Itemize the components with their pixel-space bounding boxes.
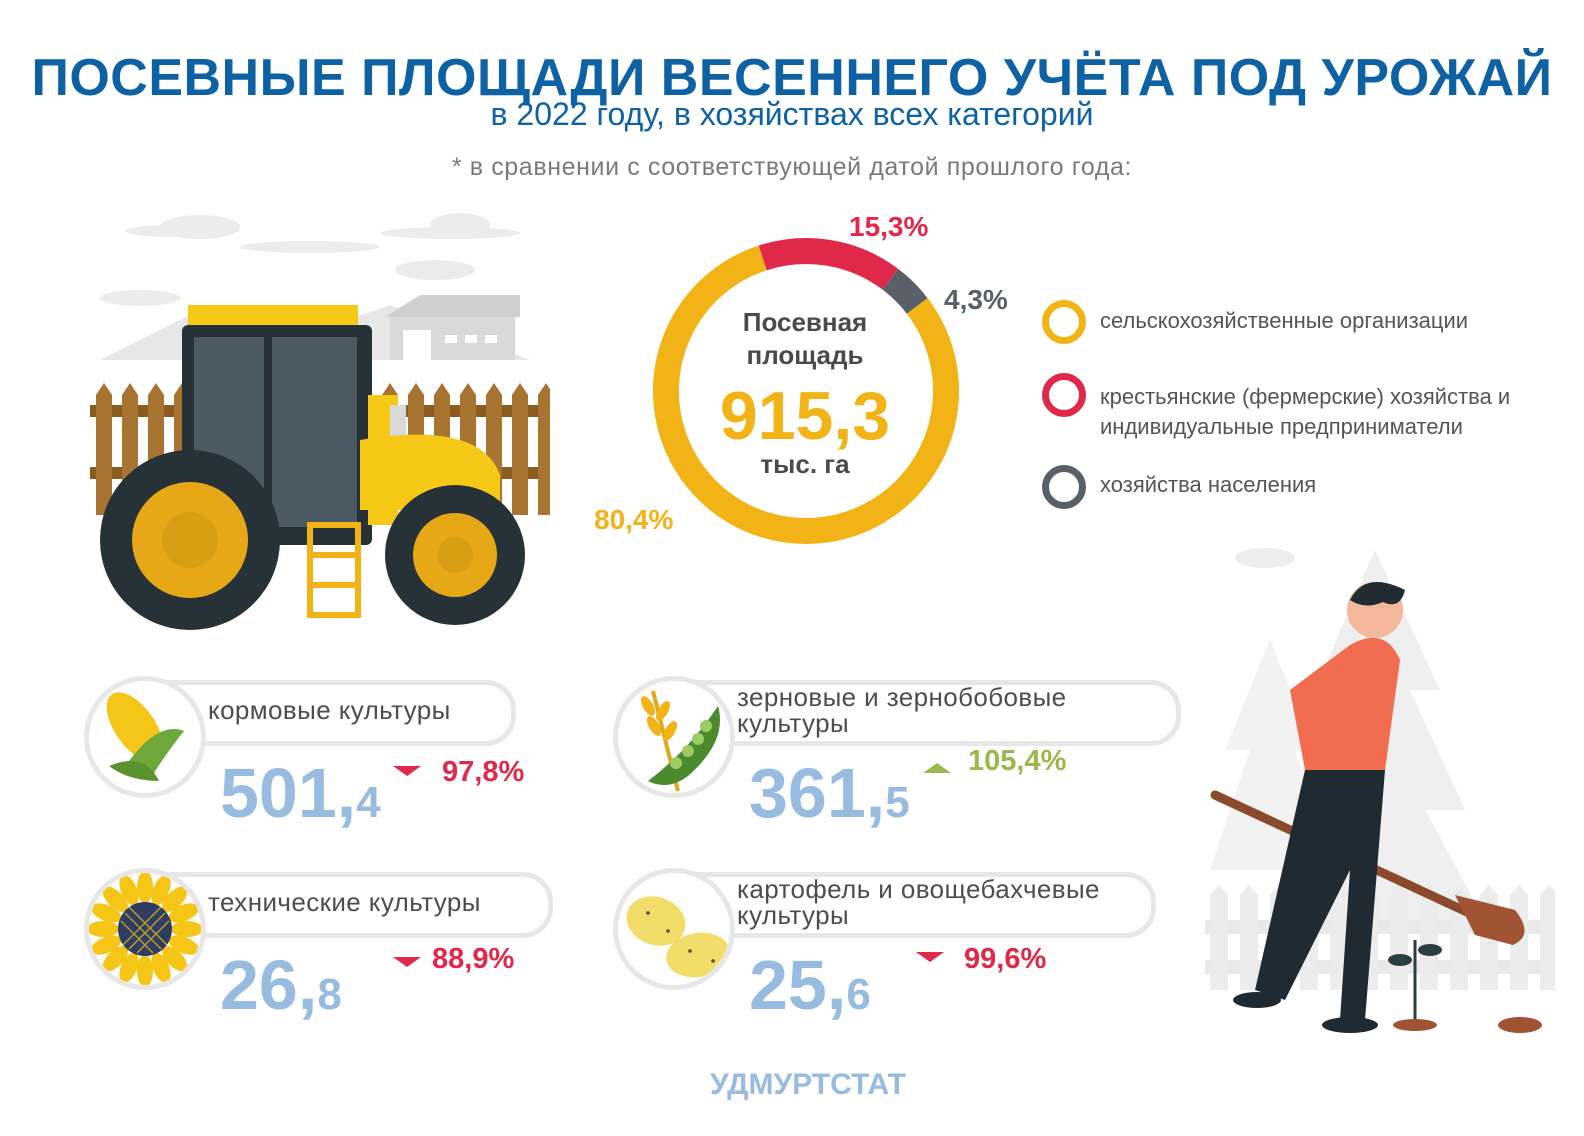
slice-label-organizations: 80,4% (594, 504, 674, 535)
corn-icon (84, 676, 206, 798)
total-unit: тыс. га (760, 449, 850, 479)
wheat-peas-icon (613, 676, 735, 798)
sunflower-icon (84, 868, 206, 990)
legend-marker-organizations (1042, 300, 1086, 344)
page-title: ПОСЕВНЫЕ ПЛОЩАДИ ВЕСЕННЕГО УЧЁТА ПОД УРО… (31, 49, 1553, 107)
crop-label-grain: зерновые и зернобобовые культуры (737, 682, 1067, 738)
page-subtitle: в 2022 году, в хозяйствах всех категорий (490, 96, 1094, 132)
gardener-illustration (1205, 548, 1555, 1033)
donut-slice-farms (758, 238, 899, 290)
legend-marker-households (1042, 465, 1086, 509)
crop-value-potato: 25,6 (749, 946, 871, 1024)
crop-card-grain (676, 680, 1181, 746)
crop-label-feed: кормовые культуры (208, 695, 451, 725)
crop-card-potato (676, 872, 1156, 938)
legend-label-farms: крестьянские (фермерские) хозяйства и ин… (1100, 384, 1511, 439)
crop-value-grain: 361,5 (749, 754, 910, 832)
slice-label-households: 4,3% (944, 284, 1008, 315)
trend-down-icon (916, 952, 944, 962)
trend-up-icon (923, 763, 951, 773)
slice-label-farms: 15,3% (849, 211, 929, 242)
tractor-illustration (90, 213, 550, 630)
legend-label-organizations: сельскохозяйственные организации (1100, 308, 1469, 333)
crop-card-feed (146, 680, 516, 746)
crop-change-potato: 99,6% (964, 943, 1047, 975)
crop-value-feed: 501,4 (220, 754, 381, 832)
crop-label-potato: картофель и овощебахчевые культуры (737, 874, 1100, 930)
legend-marker-farms (1042, 373, 1086, 417)
total-value: 915,3 (719, 378, 891, 454)
crop-change-feed: 97,8% (442, 756, 525, 788)
trend-down-icon (393, 766, 421, 776)
potato-icon (613, 868, 735, 990)
donut-slice-households (882, 268, 928, 315)
crop-change-industrial: 88,9% (432, 943, 515, 975)
donut-chart (653, 238, 959, 544)
crop-change-grain: 105,4% (968, 745, 1067, 777)
crop-label-industrial: технические культуры (208, 887, 481, 917)
comparison-note: * в сравнении с соответствующей датой пр… (451, 153, 1133, 181)
footer-agency: УДМУРТСТАТ (710, 1068, 906, 1101)
legend-label-households: хозяйства населения (1100, 472, 1317, 497)
crop-value-industrial: 26,8 (220, 946, 342, 1024)
crop-card-industrial (146, 872, 553, 938)
trend-down-icon (393, 957, 421, 967)
total-caption: Посевная площадь (742, 307, 868, 370)
donut-slice-organizations (653, 245, 959, 544)
